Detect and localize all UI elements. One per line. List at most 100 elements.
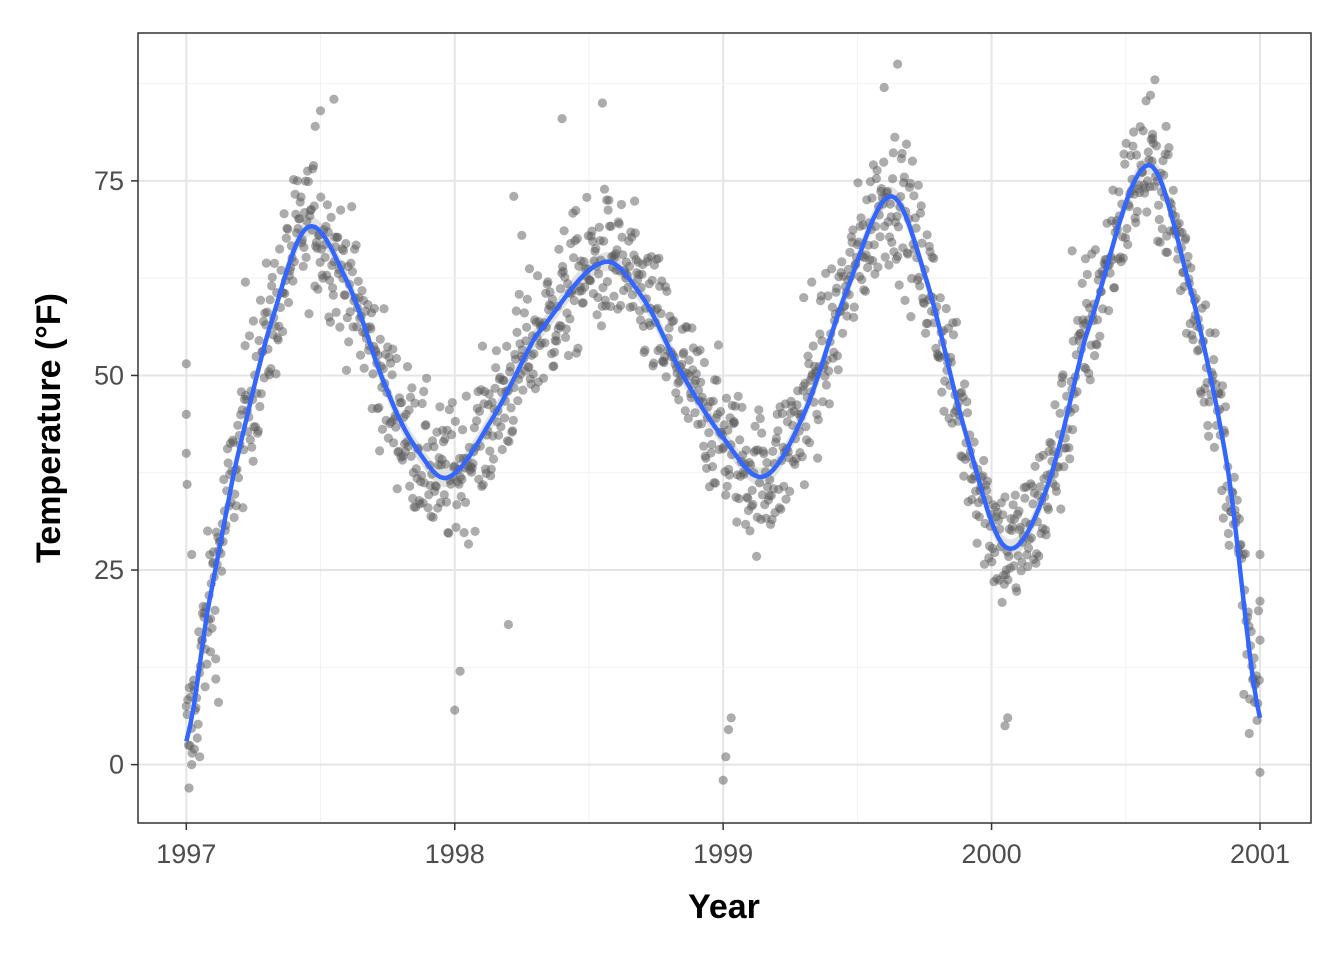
data-point <box>474 406 485 416</box>
data-point <box>323 227 333 237</box>
data-point <box>785 486 795 496</box>
data-point <box>799 480 810 490</box>
data-point <box>609 291 619 301</box>
data-point <box>229 512 239 523</box>
data-point <box>832 283 842 293</box>
data-point <box>503 619 513 630</box>
data-point <box>951 317 962 327</box>
data-point <box>917 238 927 248</box>
data-point <box>1070 403 1080 414</box>
data-point <box>240 277 250 287</box>
data-point <box>322 200 332 210</box>
data-point <box>428 512 438 523</box>
data-point <box>538 373 549 383</box>
data-point <box>922 230 932 240</box>
data-point <box>747 485 757 495</box>
data-point <box>987 557 997 567</box>
data-point <box>696 419 707 429</box>
data-point <box>441 497 452 507</box>
data-point <box>238 503 248 513</box>
x-axis-ticks: 1997 1998 1999 2000 2001 <box>156 823 1290 869</box>
data-point <box>543 277 553 287</box>
data-point <box>554 244 564 254</box>
data-point <box>524 362 534 372</box>
data-point <box>618 250 628 260</box>
data-point <box>422 373 432 383</box>
data-point <box>352 322 362 332</box>
data-point <box>357 286 367 296</box>
data-point <box>187 760 197 770</box>
data-point <box>726 713 736 723</box>
data-point <box>450 705 460 715</box>
grid <box>138 33 1311 823</box>
data-point <box>1000 492 1010 502</box>
data-point <box>990 547 1000 558</box>
data-point <box>871 173 882 184</box>
data-point <box>616 300 626 311</box>
data-point <box>488 454 499 464</box>
data-point <box>885 199 895 209</box>
data-point <box>743 493 753 503</box>
data-point <box>223 458 233 468</box>
data-point <box>771 433 782 443</box>
data-point <box>900 295 910 305</box>
data-point <box>838 328 848 338</box>
data-point <box>529 349 539 359</box>
data-point <box>195 752 205 762</box>
data-point <box>315 106 326 116</box>
data-point <box>540 338 550 348</box>
data-point <box>754 405 764 415</box>
data-point <box>1218 513 1228 523</box>
data-point <box>915 281 925 291</box>
data-point <box>693 385 704 395</box>
data-point <box>960 379 970 389</box>
data-point <box>687 323 697 333</box>
data-point <box>304 309 314 319</box>
data-point <box>281 233 291 243</box>
data-point <box>1008 500 1018 510</box>
data-point <box>807 277 817 287</box>
data-point <box>202 659 212 669</box>
data-point <box>594 222 604 232</box>
data-point <box>369 303 379 314</box>
data-point <box>757 428 767 438</box>
data-point <box>815 329 825 339</box>
data-point <box>1223 528 1233 539</box>
data-point <box>447 398 457 408</box>
data-point <box>267 272 277 282</box>
data-point <box>1014 506 1024 516</box>
data-point <box>884 260 894 270</box>
data-point <box>1080 254 1091 264</box>
data-point <box>278 326 288 337</box>
data-point <box>569 253 579 263</box>
data-point <box>1058 370 1068 380</box>
data-point <box>375 334 385 344</box>
data-point <box>514 289 524 299</box>
data-point <box>909 191 919 201</box>
data-point <box>887 237 897 247</box>
data-point <box>1181 233 1191 243</box>
data-point <box>1046 439 1056 449</box>
data-point <box>273 335 283 345</box>
data-point <box>691 369 701 379</box>
data-point <box>441 459 451 469</box>
data-point <box>431 482 441 492</box>
data-point <box>557 114 567 124</box>
data-point <box>948 330 959 340</box>
data-point <box>832 351 843 361</box>
data-point <box>508 415 518 425</box>
data-point <box>507 426 518 436</box>
data-point <box>813 453 823 463</box>
y-tick-label: 25 <box>94 555 124 585</box>
data-point <box>469 423 479 433</box>
data-point <box>1145 90 1156 100</box>
data-point <box>435 402 445 412</box>
data-point <box>522 322 532 332</box>
data-point <box>604 195 614 205</box>
data-point <box>729 418 740 428</box>
data-point <box>563 350 574 361</box>
data-point <box>1186 263 1196 273</box>
data-point <box>1026 533 1036 543</box>
data-point <box>470 526 480 537</box>
data-point <box>468 459 478 469</box>
